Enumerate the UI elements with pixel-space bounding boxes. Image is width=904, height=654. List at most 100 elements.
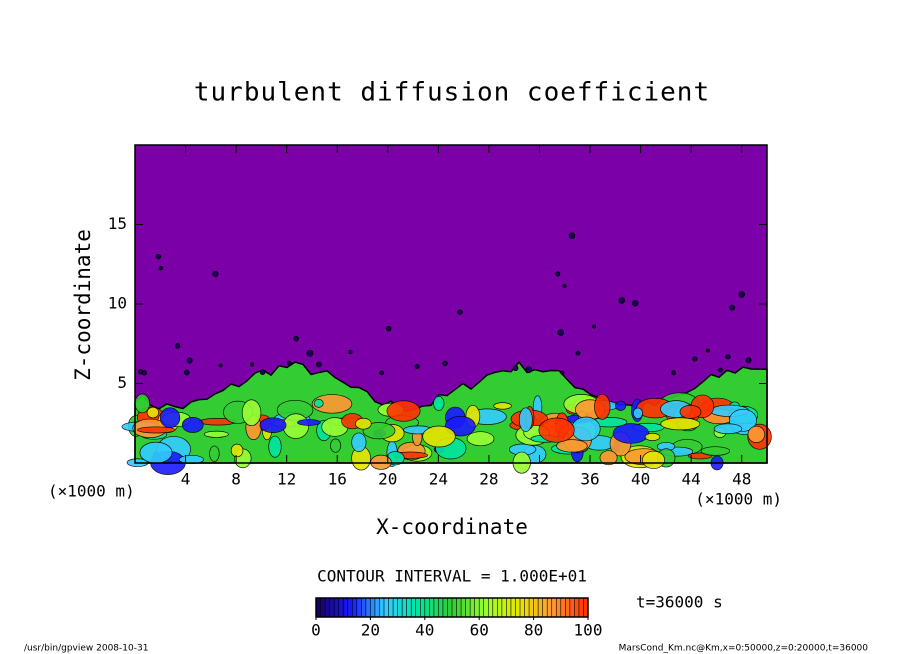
speck (618, 297, 626, 304)
speck (186, 357, 193, 364)
blob (362, 422, 396, 440)
speck (568, 232, 576, 239)
footer-left: /usr/bin/gpview 2008-10-31 (24, 644, 148, 654)
turbulent-blobs (121, 232, 772, 475)
blob (642, 450, 665, 469)
blob (351, 432, 367, 453)
colorbar-cell (347, 598, 353, 617)
speck (457, 309, 463, 315)
colorbar-cell (329, 598, 335, 617)
blob (594, 393, 611, 420)
colorbar-cell (501, 598, 507, 617)
blob (159, 407, 181, 429)
colorbar-cell (556, 598, 562, 617)
colorbar-cell (506, 598, 512, 617)
colorbar-frame (315, 597, 589, 618)
speck (560, 370, 565, 375)
y-tick-label: 5 (117, 373, 127, 392)
speck (379, 370, 385, 376)
colorbar-cell (542, 598, 548, 617)
speck (592, 324, 597, 329)
colorbar-cell (370, 598, 376, 617)
colorbar-cell (384, 598, 389, 617)
y-tick-label: 15 (108, 214, 127, 233)
blob (644, 432, 661, 441)
x-tick-label: 40 (631, 470, 650, 489)
blob (268, 435, 282, 458)
speck (729, 304, 736, 311)
colorbar-cell (574, 598, 580, 617)
blob (386, 400, 421, 422)
colorbar-cell (442, 598, 448, 617)
speck (414, 363, 420, 370)
colorbar-cell (583, 598, 589, 617)
blob (538, 417, 575, 443)
speck (385, 325, 392, 332)
x-tick-label: 12 (277, 470, 296, 489)
x-tick-label: 28 (479, 470, 498, 489)
blob (181, 417, 204, 433)
y-axis-label: Z-coordinate (71, 229, 95, 381)
speck (442, 360, 448, 367)
colorbar-tick-label: 0 (311, 621, 321, 640)
x-tick-label: 4 (181, 470, 191, 489)
colorbar-cell (515, 598, 521, 617)
speck (562, 283, 567, 288)
speck (725, 354, 731, 360)
speck (692, 356, 698, 362)
x-tick-label: 16 (328, 470, 347, 489)
y-tick-label: 10 (108, 294, 127, 313)
speck (348, 349, 353, 355)
time-label: t=36000 s (636, 593, 723, 612)
speck (316, 361, 322, 368)
speck (293, 335, 299, 342)
speck (286, 360, 292, 366)
colorbar-cell (365, 598, 371, 617)
speck (512, 365, 519, 372)
colorbar-cell (465, 598, 471, 617)
colorbar-cell (578, 598, 584, 617)
blob (518, 407, 533, 432)
blob (330, 438, 342, 453)
blob (615, 400, 627, 411)
colorbar-cell (429, 598, 435, 617)
colorbar-cell (388, 598, 394, 617)
colorbar-cell (497, 598, 503, 617)
colorbar-cell (560, 598, 566, 617)
colorbar-cell (438, 598, 444, 617)
speck (525, 366, 533, 374)
blob (313, 398, 324, 408)
blob (355, 417, 372, 430)
x-tick-label: 8 (231, 470, 241, 489)
colorbar-cell (424, 598, 430, 617)
colorbar-cell (520, 598, 525, 617)
blob (747, 425, 766, 443)
colorbar-cell (334, 598, 339, 617)
speck (718, 367, 723, 373)
colorbar-cell (461, 598, 466, 617)
colorbar-cell (352, 598, 358, 617)
blob (599, 450, 618, 466)
colorbar-cell (470, 598, 475, 617)
colorbar-cell (433, 598, 439, 617)
colorbar-cell (402, 598, 407, 617)
colorbar-cell (316, 598, 321, 617)
x-axis-label: X-coordinate (376, 515, 528, 539)
colorbar-cell (510, 598, 516, 617)
speck (555, 271, 561, 277)
blob (282, 413, 310, 439)
blob (700, 446, 731, 456)
colorbar-cell (374, 598, 380, 617)
speck (158, 265, 164, 271)
colorbar-tick-label: 60 (470, 621, 489, 640)
blob (139, 441, 173, 464)
x-tick-label: 32 (530, 470, 549, 489)
blob (259, 417, 287, 433)
colorbar-cell (524, 598, 530, 617)
speck (671, 370, 677, 376)
blob (660, 417, 701, 431)
speck (306, 349, 314, 357)
blob (203, 430, 229, 438)
blob (556, 439, 588, 453)
colorbar-tick-label: 20 (361, 621, 380, 640)
